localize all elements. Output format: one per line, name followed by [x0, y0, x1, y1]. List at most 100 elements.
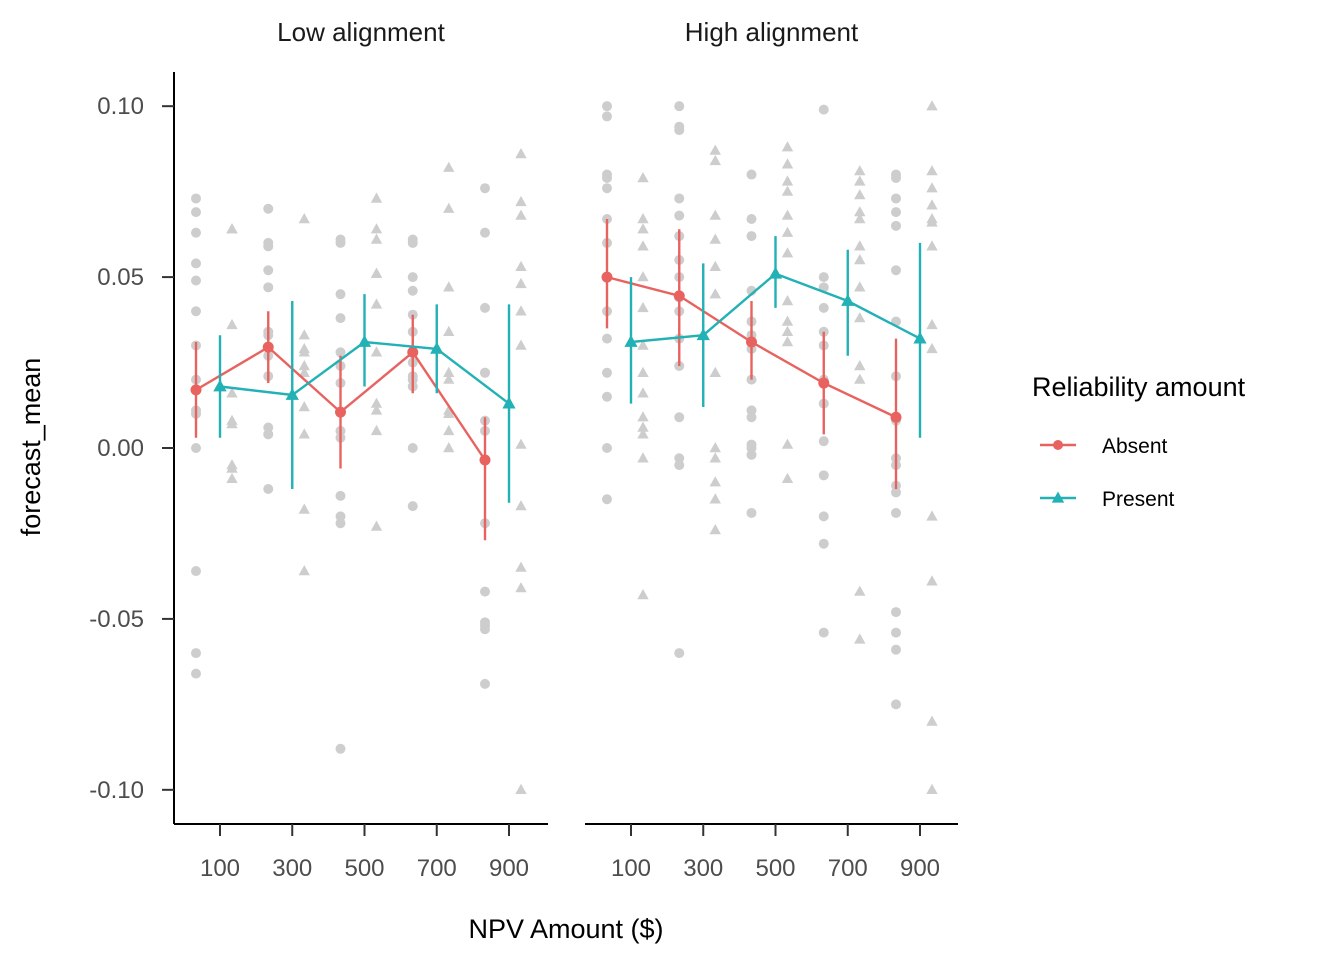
raw-point — [746, 449, 757, 460]
raw-point — [191, 258, 201, 269]
raw-point — [480, 302, 490, 313]
raw-point — [926, 783, 938, 794]
raw-point — [407, 443, 418, 453]
raw-point — [781, 472, 794, 483]
raw-point — [602, 391, 612, 402]
mean-point — [430, 341, 444, 354]
raw-point — [709, 366, 721, 377]
mean-point — [913, 331, 927, 344]
x-tick-label: 900 — [489, 855, 529, 882]
raw-point — [637, 452, 649, 463]
mean-point — [502, 396, 516, 409]
raw-point — [263, 203, 274, 214]
raw-point — [926, 182, 938, 193]
raw-point — [226, 462, 238, 473]
raw-point — [515, 148, 527, 159]
raw-point — [191, 668, 201, 679]
raw-point — [602, 443, 612, 453]
mean-point — [407, 346, 419, 358]
raw-point — [637, 271, 649, 282]
raw-point — [515, 277, 527, 289]
raw-points-absent — [191, 183, 490, 754]
raw-point — [818, 511, 829, 522]
raw-point — [515, 305, 527, 316]
raw-point — [781, 226, 794, 237]
mean-point — [673, 290, 685, 302]
mean-point — [696, 328, 710, 341]
raw-point — [637, 223, 649, 234]
raw-point — [515, 260, 527, 271]
raw-point — [854, 633, 866, 644]
raw-point — [335, 743, 346, 754]
panel-low-alignment: Low alignment 100 300 500 700 900 -0.10 -0.05 0.… — [89, 17, 548, 882]
raw-point — [854, 175, 866, 186]
raw-point — [370, 424, 383, 436]
y-tick-label: 0.10 — [97, 93, 144, 120]
raw-point — [709, 452, 721, 463]
legend-label: Absent — [1102, 435, 1168, 458]
raw-point — [746, 231, 757, 242]
raw-point — [443, 161, 455, 172]
raw-point — [602, 183, 612, 194]
raw-points-absent — [602, 101, 901, 710]
raw-point — [854, 281, 866, 292]
series-present — [213, 294, 516, 503]
raw-point — [191, 227, 201, 238]
raw-point — [602, 111, 612, 122]
raw-point — [637, 411, 649, 422]
raw-point — [515, 500, 527, 511]
mean-point — [285, 388, 299, 400]
raw-point — [370, 192, 383, 203]
y-tick-label: -0.05 — [89, 606, 144, 633]
series-absent — [190, 311, 491, 541]
raw-point — [781, 325, 794, 336]
raw-point — [637, 213, 649, 224]
raw-point — [443, 281, 455, 292]
x-axis-title: NPV Amount ($) — [468, 914, 663, 944]
raw-point — [480, 624, 490, 635]
raw-point — [370, 298, 383, 309]
raw-point — [443, 442, 455, 453]
raw-point — [443, 325, 455, 336]
legend-entry-present: Present — [1040, 488, 1175, 511]
raw-point — [854, 373, 866, 384]
mean-point — [601, 271, 613, 283]
raw-point — [226, 223, 238, 234]
raw-point — [709, 260, 721, 271]
raw-point — [891, 193, 901, 204]
mean-point — [890, 411, 902, 423]
raw-point — [335, 313, 346, 324]
raw-point — [926, 199, 938, 210]
legend: Reliability amount Absent Present — [1032, 372, 1246, 511]
mean-point — [479, 454, 491, 466]
raw-point — [854, 585, 866, 596]
raw-point — [370, 233, 383, 244]
raw-point — [407, 501, 418, 512]
raw-point — [226, 387, 238, 398]
raw-point — [637, 428, 649, 439]
raw-point — [746, 213, 757, 224]
y-tick-label: 0.00 — [97, 435, 144, 462]
raw-point — [370, 520, 383, 531]
raw-point — [515, 339, 527, 350]
raw-point — [781, 336, 794, 347]
raw-point — [891, 172, 901, 183]
raw-point — [263, 429, 274, 440]
raw-point — [298, 565, 310, 576]
raw-point — [480, 367, 490, 378]
raw-point — [709, 493, 721, 504]
raw-point — [674, 412, 685, 423]
raw-point — [515, 195, 527, 207]
raw-point — [637, 366, 649, 377]
raw-point — [407, 237, 418, 248]
raw-point — [854, 240, 866, 251]
panel-high-alignment: High alignment 100 300 500 700 900 — [585, 17, 958, 882]
raw-point — [818, 104, 829, 115]
raw-points-present — [637, 100, 938, 794]
raw-point — [443, 202, 455, 213]
raw-point — [891, 507, 901, 518]
mean-point — [624, 335, 638, 347]
raw-point — [226, 318, 238, 330]
raw-point — [781, 141, 794, 152]
raw-point — [818, 272, 829, 283]
